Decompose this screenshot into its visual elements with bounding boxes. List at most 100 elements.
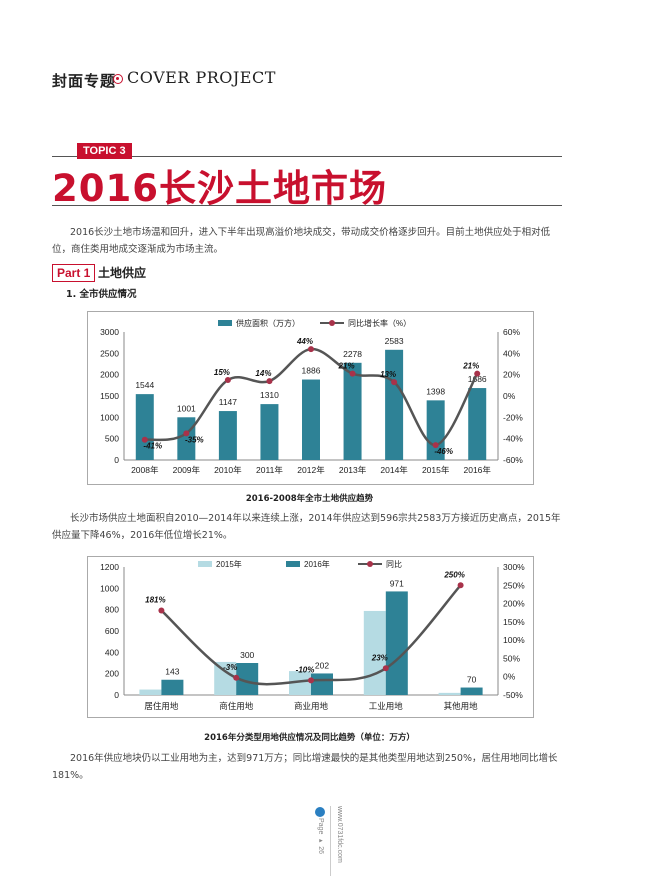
- bar-2016: [385, 591, 408, 695]
- y2-tick-label: -20%: [503, 412, 523, 422]
- line-value-label: 15%: [214, 368, 230, 377]
- line-point: [457, 582, 464, 589]
- bar-2016: [236, 663, 259, 695]
- y2-tick-label: 250%: [503, 580, 525, 590]
- x-tick-label: 其他用地: [444, 701, 479, 711]
- section-label: 封面专题: [52, 72, 117, 90]
- line-point: [308, 346, 314, 353]
- x-tick-label: 商业用地: [294, 701, 329, 711]
- x-tick-label: 工业用地: [369, 701, 404, 711]
- y-tick-label: 3000: [100, 327, 119, 337]
- y2-tick-label: 50%: [503, 653, 520, 663]
- y-tick-label: 1000: [100, 583, 119, 593]
- y2-tick-label: 0%: [503, 391, 516, 401]
- line-value-label: 14%: [255, 369, 271, 378]
- section-label-en: COVER PROJECT: [127, 68, 276, 87]
- legend-swatch-2015: [198, 561, 212, 567]
- line-value-label: 13%: [380, 370, 396, 379]
- bar-value-label: 971: [390, 578, 404, 588]
- bar: [135, 394, 154, 460]
- chart-2-svg: 0 200 400 600 800 1000 1200 -50% 0% 50% 100% 150% 20…: [100, 559, 525, 711]
- line-point: [266, 378, 273, 385]
- line-point: [308, 677, 314, 684]
- title-rule: [52, 205, 562, 206]
- bar: [260, 404, 279, 460]
- line-value-label: 250%: [443, 570, 464, 579]
- x-tick-label: 2016年: [464, 465, 492, 475]
- chart-1-svg: 0 500 1000 1500 2000 2500 3000 -60% -40% -20% 0% 20…: [100, 318, 523, 475]
- y-tick-label: 2000: [100, 370, 119, 380]
- y-tick-label: 200: [105, 669, 119, 679]
- x-tick-label: 居住用地: [144, 701, 179, 711]
- legend-label: 同比增长率（%）: [348, 318, 411, 328]
- y2-tick-label: 40%: [503, 348, 520, 358]
- line-value-label: 21%: [462, 362, 479, 371]
- line-value-label: 23%: [371, 653, 388, 662]
- y-tick-label: 0: [114, 455, 119, 465]
- bar-2015: [139, 689, 162, 695]
- bar-value-label: 1886: [302, 366, 321, 376]
- y2-tick-label: 200%: [503, 599, 525, 609]
- line-value-label: 181%: [145, 596, 165, 605]
- bar-2016: [460, 687, 483, 695]
- legend-swatch-2016: [286, 561, 300, 567]
- bar-2015: [214, 661, 237, 695]
- bar-2015: [289, 671, 311, 695]
- chart-1: 0 500 1000 1500 2000 2500 3000 -60% -40% -20% 0% 20…: [87, 311, 534, 485]
- line-point: [141, 436, 148, 443]
- bar-value-label: 202: [315, 660, 329, 670]
- x-tick-label: 2011年: [256, 465, 283, 475]
- bar: [343, 362, 362, 460]
- x-tick-label: 商住用地: [219, 701, 254, 711]
- x-tick-label: 2010年: [214, 465, 242, 475]
- y2-tick-label: 150%: [503, 617, 525, 627]
- legend-label: 供应面积（万方）: [236, 318, 300, 328]
- y-tick-label: 2500: [100, 348, 119, 358]
- legend-swatch-bar: [218, 320, 232, 326]
- bar-2015: [363, 610, 386, 695]
- y-tick-label: 1000: [100, 412, 119, 422]
- x-tick-label: 2013年: [339, 465, 367, 475]
- y-tick-label: 0: [114, 690, 119, 700]
- legend-label: 2016年: [304, 559, 330, 569]
- bar: [385, 349, 404, 460]
- page-number: Page ▸ 26: [317, 818, 324, 855]
- chart-2-caption: 2016年分类型用地供应情况及同比趋势（单位：万方）: [204, 733, 415, 743]
- line-value-label: -41%: [143, 442, 162, 451]
- x-tick-label: 2008年: [131, 465, 159, 475]
- bar: [302, 379, 320, 460]
- bar: [468, 388, 487, 460]
- line-point: [349, 370, 356, 377]
- part-label: Part 1: [52, 264, 96, 282]
- bar-value-label: 70: [467, 675, 477, 685]
- section-dot-icon: [113, 74, 123, 84]
- line-point: [183, 430, 190, 437]
- y-tick-label: 400: [105, 647, 119, 657]
- y-tick-label: 500: [105, 434, 119, 444]
- legend-label: 同比: [386, 559, 402, 569]
- line-value-label: -46%: [434, 447, 453, 456]
- line-value-label: 44%: [296, 337, 313, 346]
- line-value-label: -10%: [296, 665, 315, 674]
- bar-value-label: 1544: [135, 380, 154, 390]
- bar-value-label: 1001: [177, 403, 196, 413]
- bar: [218, 411, 237, 460]
- y-tick-label: 1500: [100, 391, 119, 401]
- topic-rule: [52, 156, 562, 157]
- intro-paragraph: 2016长沙土地市场温和回升，进入下半年出现高溢价地块成交，带动成交价格逐步回升…: [52, 227, 551, 255]
- y2-tick-label: -60%: [503, 455, 523, 465]
- legend-swatch-marker: [329, 320, 335, 326]
- y-tick-label: 800: [105, 605, 119, 615]
- bar-value-label: 1398: [426, 386, 445, 396]
- x-tick-label: 2015年: [422, 465, 450, 475]
- bar-value-label: 143: [165, 667, 179, 677]
- x-tick-label: 2014年: [380, 465, 408, 475]
- page-marker-icon: [315, 807, 325, 817]
- chart-1-caption: 2016-2008年全市土地供应趋势: [245, 494, 374, 504]
- line-value-label: -3%: [223, 663, 237, 672]
- legend-label: 2015年: [216, 559, 242, 569]
- y2-tick-label: 300%: [503, 562, 525, 572]
- bar-value-label: 1310: [260, 390, 279, 400]
- y2-tick-label: -40%: [503, 434, 523, 444]
- bar-value-label: 1147: [219, 397, 238, 407]
